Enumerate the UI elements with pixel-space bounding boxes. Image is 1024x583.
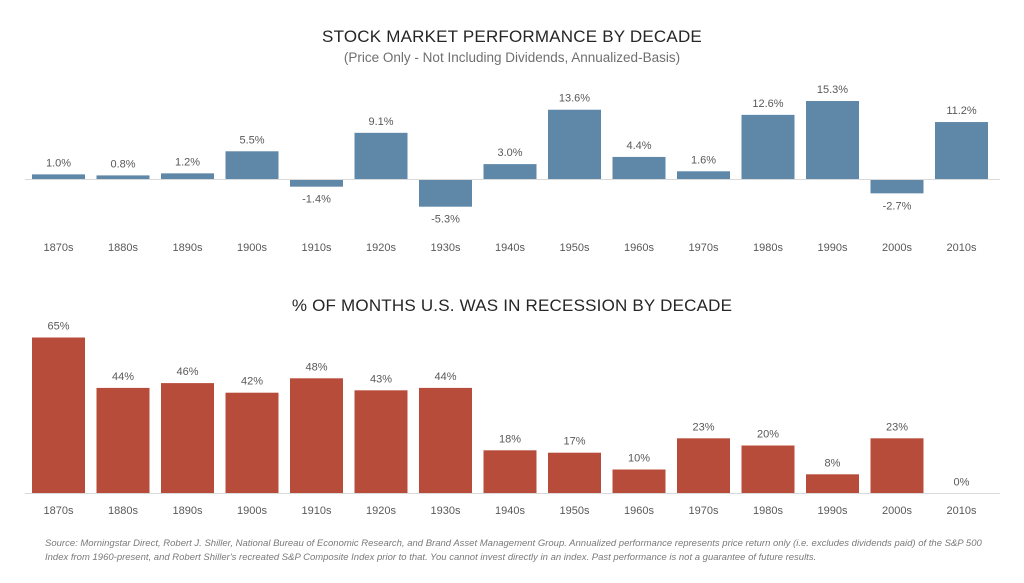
stock-chart-subtitle: (Price Only - Not Including Dividends, A…: [343, 50, 681, 65]
recession-x-tick-label: 1920s: [366, 505, 396, 517]
stock-data-label: 15.3%: [817, 84, 848, 96]
stock-bar-1900s: [225, 151, 279, 180]
stock-x-tick-label: 2010s: [947, 242, 977, 254]
stock-data-label: 1.6%: [691, 154, 716, 166]
stock-bar-1920s: [354, 132, 408, 180]
stock-x-tick-label: 1960s: [624, 242, 654, 254]
stock-x-tick-label: 1950s: [560, 242, 590, 254]
stock-data-label: 1.0%: [46, 157, 71, 169]
stock-data-label: 12.6%: [752, 98, 783, 110]
recession-x-tick-label: 1990s: [818, 505, 848, 517]
stock-x-tick-label: 1990s: [818, 242, 848, 254]
stock-data-label: 3.0%: [497, 147, 522, 159]
stock-bar-1960s: [612, 156, 666, 180]
stock-bar-1880s: [96, 175, 150, 180]
recession-x-tick-label: 1870s: [44, 505, 74, 517]
recession-bar-1990s: [806, 474, 859, 494]
recession-bar-1970s: [677, 438, 730, 494]
stock-bar-1930s: [419, 179, 472, 207]
stock-data-label: -2.7%: [883, 200, 912, 212]
stock-data-label: 1.2%: [175, 156, 200, 168]
stock-x-tick-label: 1900s: [237, 242, 267, 254]
recession-bar-1960s: [612, 469, 666, 494]
stock-data-label: 0.8%: [110, 158, 135, 170]
stock-bar-2000s: [870, 179, 924, 194]
recession-data-label: 17%: [563, 436, 585, 448]
stock-x-tick-label: 1910s: [302, 242, 332, 254]
recession-data-label: 48%: [305, 361, 327, 373]
stock-bar-1980s: [741, 114, 795, 180]
stock-bar-1990s: [806, 101, 859, 180]
recession-x-tick-label: 1940s: [495, 505, 525, 517]
stock-data-label: 4.4%: [626, 140, 651, 152]
stock-bar-1970s: [677, 171, 730, 180]
recession-x-tick-label: 2010s: [947, 505, 977, 517]
recession-chart-title: % OF MONTHS U.S. WAS IN RECESSION BY DEC…: [291, 296, 733, 315]
stock-data-label: -1.4%: [302, 194, 331, 206]
recession-x-tick-label: 1900s: [237, 505, 267, 517]
stock-data-label: -5.3%: [431, 214, 460, 226]
stock-bar-1890s: [161, 173, 214, 180]
stock-bar-1950s: [548, 109, 601, 180]
stock-x-tick-label: 1890s: [173, 242, 203, 254]
recession-data-label: 20%: [757, 429, 779, 441]
recession-x-tick-label: 1970s: [689, 505, 719, 517]
stock-x-tick-label: 1940s: [495, 242, 525, 254]
recession-chart: 65% 1870s 44% 1880s 46% 1890s 42% 1900s 48% 1910s…: [25, 321, 1000, 517]
recession-data-label: 44%: [434, 371, 456, 383]
recession-x-tick-label: 1980s: [753, 505, 783, 517]
stock-chart-title: STOCK MARKET PERFORMANCE BY DECADE: [322, 27, 702, 46]
recession-bar-1930s: [419, 387, 472, 494]
recession-x-tick-label: 1890s: [173, 505, 203, 517]
recession-data-label: 10%: [628, 453, 650, 465]
recession-data-label: 42%: [241, 376, 263, 388]
stock-data-label: 5.5%: [239, 134, 264, 146]
recession-x-tick-label: 1960s: [624, 505, 654, 517]
stock-x-tick-label: 1980s: [753, 242, 783, 254]
recession-bar-1980s: [741, 445, 795, 494]
stock-bar-1940s: [483, 164, 537, 180]
recession-data-label: 46%: [176, 366, 198, 378]
stock-data-label: 13.6%: [559, 93, 590, 105]
recession-x-tick-label: 2000s: [882, 505, 912, 517]
recession-x-tick-label: 1930s: [431, 505, 461, 517]
recession-bar-1880s: [96, 387, 150, 494]
recession-x-tick-label: 1910s: [302, 505, 332, 517]
recession-x-tick-label: 1950s: [560, 505, 590, 517]
recession-data-label: 44%: [112, 371, 134, 383]
stock-performance-chart: 1.0% 1870s 0.8% 1880s 1.2% 1890s 5.5% 1900s -1.4…: [25, 84, 1000, 254]
recession-data-label: 65%: [47, 321, 69, 333]
stock-x-tick-label: 1880s: [108, 242, 138, 254]
recession-bar-1900s: [225, 392, 279, 494]
recession-data-label: 23%: [886, 421, 908, 433]
recession-data-label: 8%: [825, 457, 841, 469]
recession-bar-1920s: [354, 390, 408, 494]
recession-bar-1890s: [161, 383, 214, 494]
recession-bar-1940s: [483, 450, 537, 494]
source-footnote: Source: Morningstar Direct, Robert J. Sh…: [45, 538, 982, 563]
stock-bar-1910s: [290, 179, 343, 187]
stock-x-tick-label: 1920s: [366, 242, 396, 254]
stock-bar-2010s: [935, 122, 988, 180]
recession-bar-1950s: [548, 452, 601, 494]
recession-bar-2000s: [870, 438, 924, 494]
stock-x-tick-label: 1870s: [44, 242, 74, 254]
recession-data-label: 0%: [954, 477, 970, 489]
recession-data-label: 18%: [499, 433, 521, 445]
recession-data-label: 23%: [692, 421, 714, 433]
stock-x-tick-label: 1970s: [689, 242, 719, 254]
recession-bar-1910s: [290, 378, 343, 494]
stock-x-tick-label: 1930s: [431, 242, 461, 254]
stock-bar-1870s: [32, 174, 85, 180]
recession-x-tick-label: 1880s: [108, 505, 138, 517]
stock-data-label: 11.2%: [946, 105, 977, 117]
recession-data-label: 43%: [370, 373, 392, 385]
recession-bar-1870s: [32, 337, 85, 494]
stock-data-label: 9.1%: [368, 116, 393, 128]
stock-x-tick-label: 2000s: [882, 242, 912, 254]
